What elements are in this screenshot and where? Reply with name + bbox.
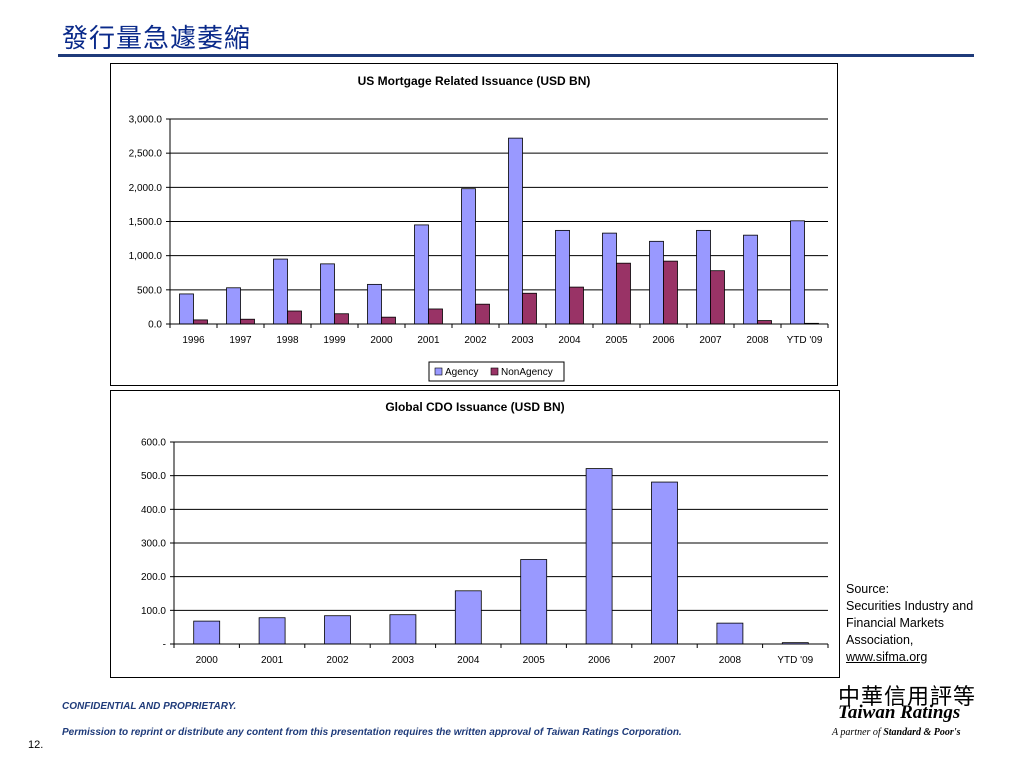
x-tick-label: 2008	[719, 655, 742, 666]
y-tick-label: 600.0	[141, 438, 166, 449]
global-cdo-chart-svg: Global CDO Issuance (USD BN) - 100.0 200.0 3…	[141, 400, 829, 666]
bar-nonagency	[663, 260, 678, 325]
bar-agency	[743, 234, 758, 325]
y-tick-label: 200.0	[141, 572, 166, 583]
bar-agency	[602, 232, 617, 325]
confidential-notice: CONFIDENTIAL AND PROPRIETARY.	[62, 701, 237, 712]
legend-label: Agency	[445, 367, 478, 378]
x-tick-label: 2003	[392, 655, 415, 666]
logo-partner: A partner of Standard & Poor's	[832, 727, 960, 738]
bar	[716, 622, 744, 645]
x-tick-label: 2002	[464, 335, 487, 346]
bar-agency	[555, 229, 570, 325]
x-tick-label: YTD '09	[787, 335, 823, 346]
y-tick-label: 400.0	[141, 505, 166, 516]
legend-swatch	[434, 367, 443, 376]
bar-agency	[226, 287, 241, 325]
y-tick-label: 100.0	[141, 606, 166, 617]
bar-nonagency	[757, 320, 772, 325]
bar	[258, 617, 286, 645]
x-tick-label: 2004	[457, 655, 480, 666]
bar-agency	[508, 137, 523, 325]
x-tick-label: 2006	[652, 335, 675, 346]
bar-nonagency	[710, 270, 725, 325]
x-tick-label: 2005	[605, 335, 628, 346]
x-tick-label: 1997	[229, 335, 252, 346]
bar-nonagency	[334, 313, 349, 325]
x-tick-label: 1999	[323, 335, 346, 346]
x-tick-label: 2007	[653, 655, 676, 666]
page-title: 發行量急遽萎縮	[62, 24, 252, 54]
y-tick-label: 2,500.0	[129, 149, 163, 160]
global-cdo-chart: Global CDO Issuance (USD BN) - 100.0 200.0 3…	[110, 390, 840, 678]
bar-agency	[367, 283, 382, 325]
logo-name: Taiwan Ratings	[838, 702, 961, 723]
legend-label: NonAgency	[501, 367, 553, 378]
bar-agency	[649, 240, 664, 325]
bar	[324, 615, 351, 645]
bar-nonagency	[569, 286, 584, 325]
x-tick-label: 2001	[417, 335, 440, 346]
x-tick-label: 2008	[746, 335, 769, 346]
source-link[interactable]: www.sifma.org	[846, 650, 928, 664]
bar-nonagency	[287, 310, 302, 325]
y-tick-label: 500.0	[141, 471, 166, 482]
y-tick-label: 500.0	[137, 285, 162, 296]
bar	[651, 481, 678, 645]
y-tick-label: 300.0	[141, 539, 166, 550]
bar-nonagency	[381, 316, 396, 325]
us-mortgage-chart-svg: US Mortgage Related Issuance (USD BN) 0.0…	[129, 74, 829, 382]
bar	[520, 559, 548, 645]
bar-agency	[320, 263, 335, 325]
x-tick-label: 1996	[182, 335, 205, 346]
legend-swatch	[490, 367, 499, 376]
bar	[454, 590, 482, 645]
y-tick-label: 3,000.0	[129, 115, 163, 126]
bar-nonagency	[522, 292, 537, 325]
x-tick-label: 2000	[370, 335, 393, 346]
bar-nonagency	[475, 303, 490, 325]
bar-nonagency	[240, 318, 255, 325]
chart-title: Global CDO Issuance (USD BN)	[385, 400, 564, 414]
bar-agency	[179, 293, 194, 325]
bar-nonagency	[193, 319, 208, 325]
x-tick-label: 2000	[196, 655, 219, 666]
bar-agency	[696, 229, 711, 325]
bar-agency	[790, 220, 805, 325]
bar-nonagency	[616, 262, 631, 325]
bar	[585, 468, 613, 645]
source-text: Securities Industry and Financial Market…	[846, 599, 974, 647]
x-tick-label: 2007	[699, 335, 722, 346]
bar-agency	[273, 258, 288, 325]
x-tick-label: 1998	[276, 335, 299, 346]
logo-partner-name: Standard & Poor's	[883, 727, 961, 738]
bar-agency	[461, 188, 476, 325]
bar-agency	[414, 224, 429, 325]
x-tick-label: 2002	[326, 655, 349, 666]
source-label: Source:	[846, 582, 890, 596]
x-tick-label: 2004	[558, 335, 581, 346]
x-tick-label: 2005	[523, 655, 546, 666]
y-tick-label: 0.0	[148, 320, 162, 331]
x-tick-label: 2003	[511, 335, 534, 346]
logo-partner-prefix: A partner of	[832, 727, 881, 738]
page-number: 12.	[28, 739, 44, 751]
bar	[193, 620, 221, 645]
y-tick-label: 2,000.0	[129, 183, 163, 194]
y-tick-label: 1,000.0	[129, 251, 163, 262]
chart-title: US Mortgage Related Issuance (USD BN)	[358, 74, 591, 88]
logo-chinese-name: 中華信用評等	[838, 685, 977, 710]
bar-nonagency	[428, 308, 443, 325]
title-underline	[58, 54, 974, 57]
bar	[389, 614, 417, 645]
x-tick-label: YTD '09	[777, 655, 813, 666]
x-tick-label: 2006	[588, 655, 611, 666]
x-tick-label: 2001	[261, 655, 284, 666]
y-tick-label: -	[163, 640, 166, 651]
source-note: Source: Securities Industry and Financia…	[846, 581, 996, 666]
y-tick-label: 1,500.0	[129, 217, 163, 228]
us-mortgage-chart: US Mortgage Related Issuance (USD BN) 0.0…	[110, 63, 838, 386]
permission-notice: Permission to reprint or distribute any …	[62, 727, 682, 738]
